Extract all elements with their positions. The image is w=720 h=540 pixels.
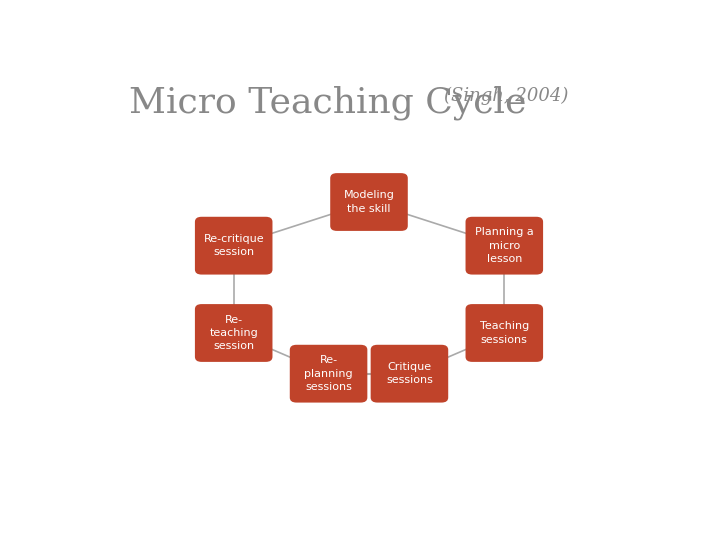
FancyBboxPatch shape	[466, 304, 543, 362]
Text: Planning a
micro
lesson: Planning a micro lesson	[475, 227, 534, 264]
Text: Re-
teaching
session: Re- teaching session	[210, 315, 258, 351]
Text: Re-
planning
sessions: Re- planning sessions	[305, 355, 353, 392]
FancyBboxPatch shape	[466, 217, 543, 274]
FancyBboxPatch shape	[289, 345, 367, 403]
Text: Micro Teaching Cycle: Micro Teaching Cycle	[129, 85, 526, 120]
FancyBboxPatch shape	[195, 304, 272, 362]
Text: Modeling
the skill: Modeling the skill	[343, 191, 395, 214]
FancyBboxPatch shape	[371, 345, 449, 403]
FancyBboxPatch shape	[330, 173, 408, 231]
Text: Teaching
sessions: Teaching sessions	[480, 321, 529, 345]
FancyBboxPatch shape	[195, 217, 272, 274]
Text: Critique
sessions: Critique sessions	[386, 362, 433, 385]
Text: (Singh, 2004): (Singh, 2004)	[444, 87, 569, 105]
Text: Re-critique
session: Re-critique session	[203, 234, 264, 257]
